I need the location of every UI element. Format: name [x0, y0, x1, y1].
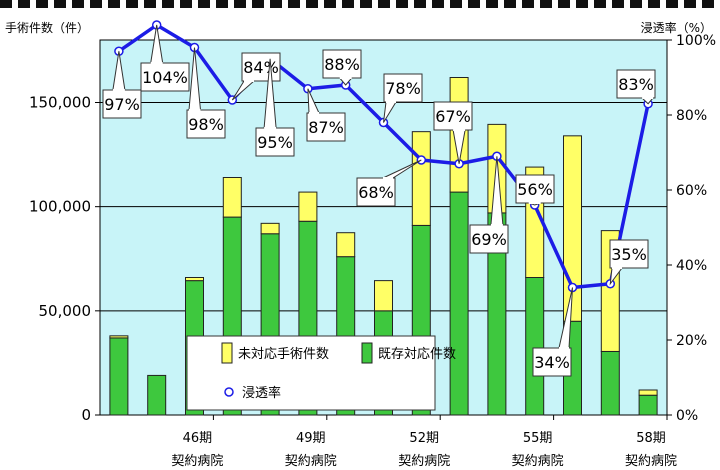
- legend-swatch-existing: [361, 342, 373, 364]
- data-label-box: [433, 101, 473, 131]
- bar-existing: [600, 350, 620, 416]
- left-axis-title: 手術件数（件）: [5, 20, 89, 35]
- bar-existing: [109, 337, 129, 416]
- bar-unhandled: [260, 222, 280, 235]
- bar-unhandled: [298, 191, 318, 222]
- data-label: 78%: [385, 79, 421, 98]
- data-label: 88%: [324, 55, 360, 74]
- left-tick-label: 0: [81, 406, 91, 424]
- data-label-box: [255, 127, 295, 157]
- data-label: 34%: [534, 353, 570, 372]
- legend-label-existing: 既存対応件数: [378, 347, 456, 362]
- right-tick-label: 80%: [676, 108, 707, 124]
- legend-marker-rate: [224, 387, 234, 397]
- x-tick-period: 52期: [409, 431, 439, 446]
- x-tick-label: 契約病院: [512, 454, 564, 469]
- data-label: 83%: [618, 75, 654, 94]
- bar-existing: [638, 394, 658, 416]
- legend: 未対応手術件数 既存対応件数 浸透率: [186, 335, 456, 411]
- bar-existing: [525, 277, 545, 416]
- data-label-box: [616, 69, 656, 99]
- x-tick-period: 46期: [183, 431, 213, 446]
- x-tick-label: 契約病院: [398, 454, 450, 469]
- right-tick-label: 0%: [676, 408, 698, 424]
- data-label: 98%: [188, 115, 224, 134]
- data-label: 104%: [142, 68, 188, 87]
- data-label-box: [140, 62, 190, 92]
- data-label: 35%: [611, 245, 647, 264]
- right-tick-label: 60%: [676, 183, 707, 199]
- right-axis-title: 浸透率（%）: [641, 20, 712, 35]
- right-tick-label: 100%: [676, 33, 716, 49]
- data-label: 56%: [517, 180, 553, 199]
- bar-unhandled: [411, 131, 431, 226]
- bar-existing: [147, 374, 167, 416]
- data-label: 69%: [471, 230, 507, 249]
- data-label: 68%: [358, 183, 394, 202]
- x-tick-period: 55期: [523, 431, 553, 446]
- bar-existing: [449, 191, 469, 416]
- data-label-box: [322, 49, 362, 79]
- x-tick-period: 49期: [296, 431, 326, 446]
- legend-label-rate: 浸透率: [242, 385, 281, 401]
- data-label-box: [383, 73, 423, 103]
- data-label: 95%: [257, 133, 293, 152]
- bar-unhandled: [638, 389, 658, 396]
- right-tick-label: 20%: [676, 333, 707, 349]
- x-tick-label: 契約病院: [625, 454, 677, 469]
- legend-label-unhandled: 未対応手術件数: [238, 347, 329, 362]
- data-label-box: [515, 174, 555, 204]
- bar-unhandled: [185, 277, 204, 282]
- left-tick-label: 100,000: [29, 198, 91, 216]
- legend-swatch-unhandled: [221, 342, 233, 364]
- data-label: 67%: [435, 107, 471, 126]
- left-tick-label: 50,000: [39, 302, 92, 320]
- right-axis-ticks: 0% 20% 40% 60% 80% 100%: [667, 33, 716, 424]
- data-label-box: [102, 89, 142, 119]
- bar-unhandled: [109, 335, 129, 339]
- bar-unhandled: [336, 232, 356, 258]
- data-label: 87%: [308, 118, 344, 137]
- bar-unhandled: [374, 280, 393, 312]
- x-tick-label: 契約病院: [171, 454, 223, 469]
- right-tick-label: 40%: [676, 258, 707, 274]
- data-label-box: [306, 112, 346, 142]
- data-label: 84%: [243, 58, 279, 77]
- dashed-top-border: [0, 0, 720, 8]
- data-label-box: [356, 177, 396, 207]
- data-label: 97%: [104, 95, 140, 114]
- left-axis-ticks: 0 50,000 100,000 150,000: [29, 94, 100, 424]
- bar-unhandled: [222, 177, 242, 218]
- data-label-box: [186, 109, 226, 139]
- data-labels: 97%104% 98% 84% 95% 87% 88% 78% 68% 67% 69% 56% 34%…: [102, 24, 656, 377]
- x-tick-label: 契約病院: [285, 454, 337, 469]
- data-label-box: [609, 239, 649, 269]
- left-tick-label: 150,000: [29, 94, 91, 112]
- data-label-box: [532, 347, 572, 377]
- x-tick-period: 58期: [636, 431, 666, 446]
